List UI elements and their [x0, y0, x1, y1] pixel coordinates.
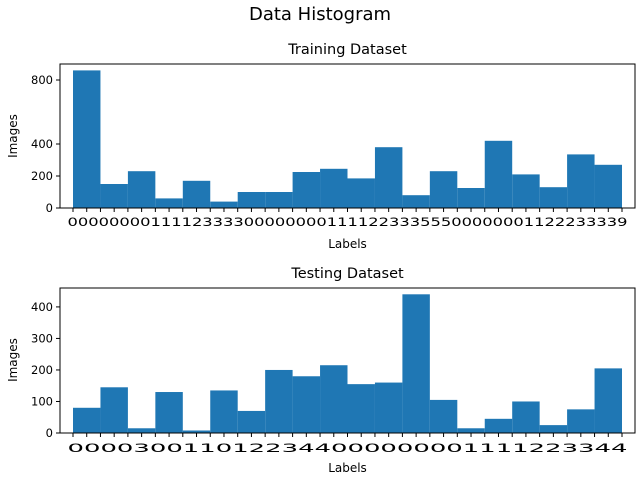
- training-bar-7: [237, 192, 266, 208]
- testing-bar-2: [100, 387, 128, 433]
- testing-bar-1: [73, 407, 101, 433]
- testing-bar-6: [210, 390, 238, 433]
- testing-y-tick-label: 0: [46, 426, 53, 440]
- training-bar-19: [567, 154, 595, 208]
- testing-bar-13: [402, 294, 430, 433]
- testing-bar-18: [539, 425, 568, 433]
- testing-chart-title: Testing Dataset: [290, 266, 404, 282]
- testing-bar-5: [182, 430, 211, 433]
- testing-x-axis-label: Labels: [328, 461, 367, 475]
- training-bar-15: [457, 188, 485, 208]
- training-bar-4: [155, 198, 183, 208]
- training-bar-5: [182, 180, 211, 208]
- testing-y-axis-label: Images: [6, 338, 20, 382]
- testing-chart: Testing Dataset 0 100 200 300 400 0000300110…: [6, 266, 636, 475]
- training-bar-17: [512, 174, 540, 208]
- testing-y-tick-label: 300: [31, 331, 53, 345]
- testing-x-ticks: [72, 433, 623, 437]
- training-bar-2: [100, 184, 128, 208]
- figure-title: Data Histogram: [249, 4, 391, 25]
- training-x-axis-label: Labels: [328, 237, 367, 251]
- training-bar-20: [594, 164, 622, 208]
- testing-y-ticks: 0 100 200 300 400: [31, 300, 60, 440]
- testing-x-tick-labels: 0000300110122344000000001111223344: [68, 441, 628, 455]
- testing-bar-10: [320, 365, 348, 433]
- testing-bar-11: [347, 384, 375, 433]
- training-chart: Training Dataset 0 200 400 800 000000001111…: [6, 42, 636, 251]
- testing-y-tick-label: 400: [31, 300, 53, 314]
- testing-bar-20: [594, 368, 622, 433]
- training-bar-13: [402, 195, 430, 208]
- testing-bar-4: [155, 392, 183, 433]
- training-x-tick-labels: 0000000011112333300000000111122333555000…: [68, 215, 628, 229]
- testing-bar-8: [265, 369, 293, 433]
- testing-bar-3: [127, 428, 156, 433]
- training-bar-3: [127, 171, 156, 208]
- testing-bar-7: [237, 410, 266, 433]
- training-chart-title: Training Dataset: [287, 42, 407, 58]
- training-y-tick-label: 800: [31, 73, 53, 87]
- training-bar-9: [292, 172, 321, 208]
- testing-bar-16: [484, 418, 513, 433]
- training-bar-14: [429, 171, 458, 208]
- training-bar-18: [539, 187, 568, 208]
- training-bar-10: [320, 168, 348, 208]
- testing-bars: [73, 294, 622, 433]
- testing-bar-19: [567, 409, 595, 433]
- training-x-ticks: [72, 208, 623, 212]
- training-y-tick-label: 0: [46, 201, 53, 215]
- training-bar-12: [374, 147, 403, 208]
- training-bar-16: [484, 140, 513, 208]
- training-y-ticks: 0 200 400 800: [31, 73, 60, 215]
- testing-y-tick-label: 100: [31, 394, 53, 408]
- testing-bar-12: [374, 382, 403, 433]
- testing-bar-15: [457, 428, 485, 433]
- training-y-tick-label: 400: [31, 137, 53, 151]
- testing-bar-9: [292, 376, 321, 433]
- training-bar-6: [210, 201, 238, 208]
- training-y-axis-label: Images: [6, 114, 20, 158]
- testing-y-tick-label: 200: [31, 363, 53, 377]
- training-bars: [73, 70, 622, 209]
- testing-bar-17: [512, 401, 540, 433]
- training-bar-8: [265, 192, 293, 208]
- training-y-tick-label: 200: [31, 169, 53, 183]
- training-bar-11: [347, 178, 375, 208]
- training-bar-1: [73, 70, 101, 209]
- testing-bar-14: [429, 399, 458, 433]
